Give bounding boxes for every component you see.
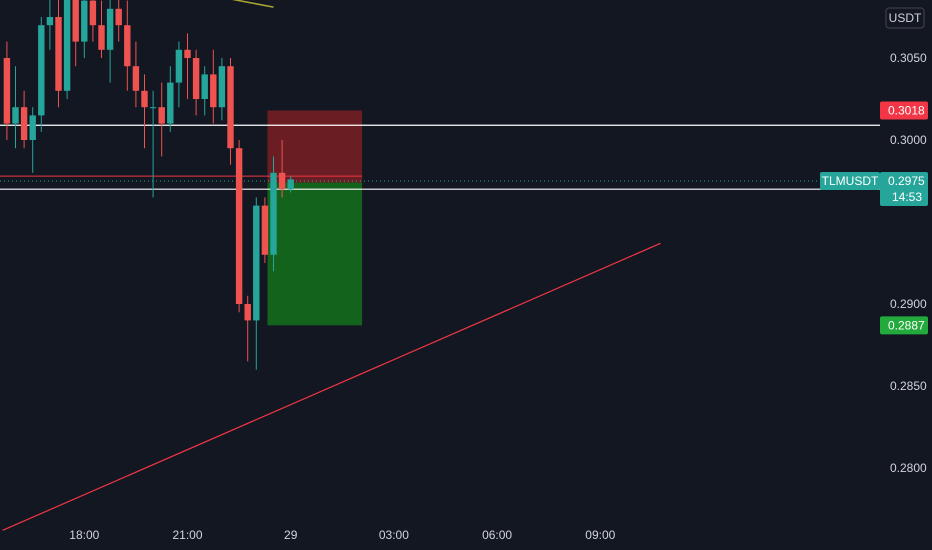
candle[interactable] (244, 304, 251, 321)
plot-area[interactable] (0, 0, 880, 531)
time-tick-label: 18:00 (69, 528, 99, 542)
candle[interactable] (167, 82, 174, 124)
candle[interactable] (115, 8, 122, 26)
price-tick-label: 0.2800 (890, 461, 927, 475)
candle[interactable] (72, 0, 79, 42)
candle[interactable] (149, 107, 157, 109)
candle[interactable] (261, 205, 269, 255)
currency-badge[interactable] (885, 7, 925, 29)
time-tick-label: 09:00 (585, 528, 615, 542)
candle[interactable] (29, 115, 36, 140)
price-tick-label: 0.2900 (890, 297, 927, 311)
candle[interactable] (20, 107, 28, 140)
candle[interactable] (98, 25, 105, 50)
moving-average-line (231, 0, 274, 8)
candle[interactable] (141, 90, 148, 108)
price-tag (880, 316, 928, 335)
candle[interactable] (184, 49, 191, 58)
price-tag (880, 101, 928, 120)
candle[interactable] (81, 0, 88, 42)
candle[interactable] (46, 17, 54, 26)
candle[interactable] (175, 49, 183, 83)
candle[interactable] (235, 148, 243, 304)
candle[interactable] (55, 17, 62, 91)
candle[interactable] (218, 66, 226, 108)
price-axis[interactable]: 0.3050 0.3000 0.2900 0.2850 0.2800 USDT (885, 7, 927, 475)
candle[interactable] (227, 66, 234, 149)
price-tick-label: 0.3050 (890, 51, 927, 65)
candle[interactable] (132, 66, 140, 91)
time-tick-label: 29 (284, 528, 298, 542)
candle[interactable] (12, 107, 19, 124)
take-profit-zone[interactable] (267, 182, 363, 326)
candle[interactable] (287, 179, 294, 190)
time-tick-label: 03:00 (379, 528, 409, 542)
price-tick-label: 0.2850 (890, 379, 927, 393)
currency-label: USDT (889, 11, 922, 25)
price-tick-label: 0.3000 (890, 133, 927, 147)
time-tick-label: 06:00 (482, 528, 512, 542)
candle[interactable] (89, 0, 97, 26)
countdown-label: 14:53 (892, 190, 922, 204)
price-tag-label: 0.3018 (888, 103, 925, 117)
candle[interactable] (3, 58, 11, 124)
candle[interactable] (63, 0, 71, 91)
candle[interactable] (158, 107, 165, 124)
time-tick-label: 21:00 (172, 528, 202, 542)
price-tag-label: 0.2887 (888, 318, 925, 332)
stop-loss-zone[interactable] (267, 110, 363, 183)
candle[interactable] (253, 205, 260, 321)
candle[interactable] (38, 25, 45, 116)
symbol-tag (820, 172, 880, 190)
candle[interactable] (201, 74, 208, 99)
candle[interactable] (278, 172, 286, 190)
candle[interactable] (270, 172, 277, 255)
last-price-tag (880, 172, 928, 206)
candle[interactable] (124, 25, 131, 67)
candle[interactable] (106, 8, 114, 50)
candle[interactable] (192, 58, 200, 99)
trendline[interactable] (2, 242, 661, 531)
time-axis[interactable]: 18:00 21:00 29 03:00 06:00 09:00 (69, 528, 615, 542)
candle[interactable] (210, 74, 217, 108)
last-price-label: 0.2975 (888, 174, 925, 188)
symbol-label: TLMUSDT (822, 174, 879, 188)
